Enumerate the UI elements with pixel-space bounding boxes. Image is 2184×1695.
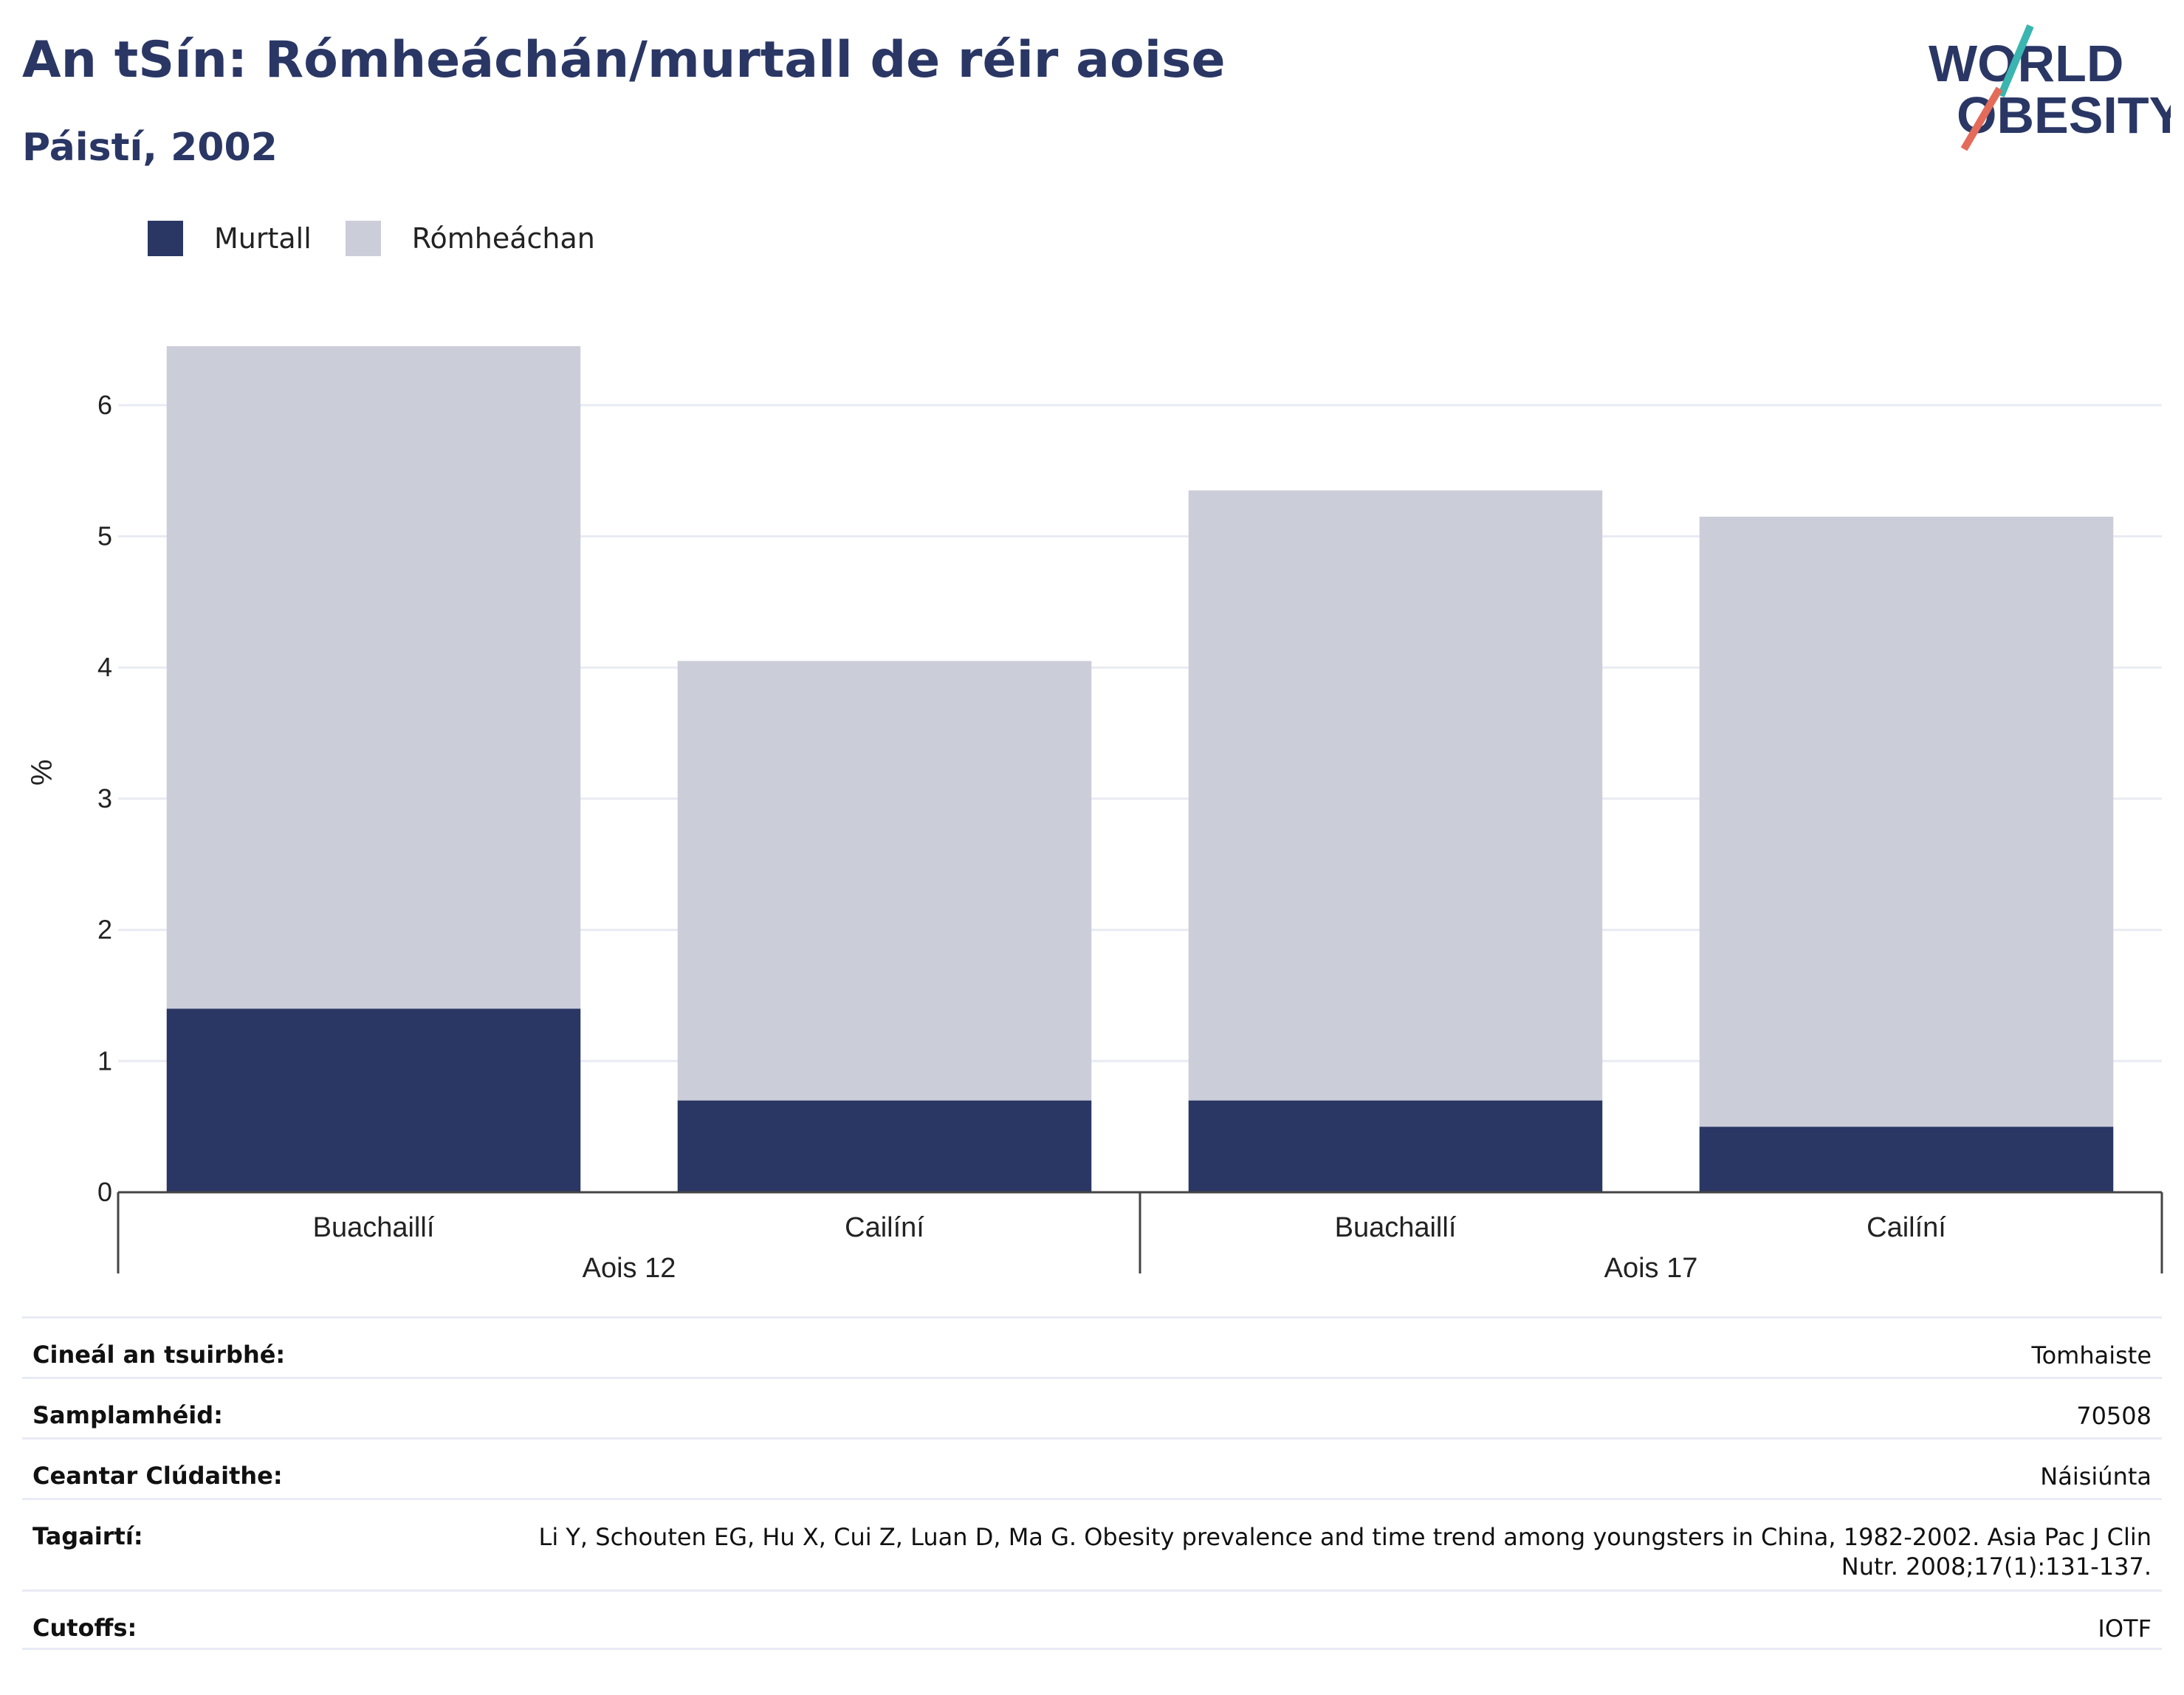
- legend-label-romheachan: Rómheáchan: [411, 222, 595, 255]
- y-tick-label: 6: [97, 390, 112, 420]
- info-label: Cineál an tsuirbhé:: [32, 1341, 286, 1369]
- info-label: Ceantar Clúdaithe:: [32, 1462, 283, 1490]
- reference-citation: Li Y, Schouten EG, Hu X, Cui Z, Luan D, …: [538, 1523, 2152, 1581]
- info-row-survey-type: Cineál an tsuirbhé: Tomhaiste: [22, 1316, 2162, 1377]
- legend-swatch-murtall: [148, 221, 183, 256]
- x-group-label: Aois 12: [583, 1253, 676, 1284]
- info-label: Cutoffs:: [32, 1614, 137, 1642]
- info-label: Tagairtí:: [32, 1522, 143, 1550]
- legend-label-murtall: Murtall: [214, 222, 312, 255]
- page-subtitle: Páistí, 2002: [22, 126, 278, 170]
- survey-info-table: Cineál an tsuirbhé: Tomhaiste Samplamhéi…: [22, 1316, 2162, 1650]
- murtall-bar: [1188, 1100, 1603, 1192]
- x-category-label: Cailíní: [845, 1212, 924, 1243]
- x-group-label: Aois 17: [1604, 1253, 1698, 1284]
- info-row-references: Tagairtí: Li Y, Schouten EG, Hu X, Cui Z…: [22, 1498, 2162, 1589]
- romheachan-bar: [677, 661, 1092, 1101]
- y-tick-label: 2: [97, 915, 112, 945]
- murtall-bar: [166, 1008, 581, 1192]
- legend-swatch-romheachan: [345, 221, 381, 256]
- info-value: IOTF: [2098, 1615, 2152, 1643]
- x-category-label: Buachaillí: [313, 1212, 435, 1243]
- romheachan-bar: [1699, 516, 2114, 1127]
- info-row-sample-size: Samplamhéid: 70508: [22, 1377, 2162, 1437]
- svg-text:OBESITY: OBESITY: [1957, 86, 2171, 144]
- info-row-cutoffs: Cutoffs: IOTF: [22, 1589, 2162, 1650]
- info-row-area-covered: Ceantar Clúdaithe: Náisiúnta: [22, 1437, 2162, 1498]
- romheachan-bar: [166, 345, 581, 1009]
- legend-item-murtall[interactable]: Murtall: [148, 221, 312, 256]
- x-category-label: Cailíní: [1867, 1212, 1946, 1243]
- y-axis-title: %: [26, 760, 58, 786]
- x-category-label: Buachaillí: [1335, 1212, 1457, 1243]
- y-tick-label: 1: [97, 1045, 112, 1076]
- murtall-bar: [677, 1100, 1092, 1192]
- page-title: An tSín: Rómheáchán/murtall de réir aois…: [22, 31, 1226, 89]
- murtall-bar: [1699, 1127, 2114, 1192]
- y-tick-label: 4: [97, 652, 112, 682]
- romheachan-bar: [1188, 490, 1603, 1101]
- info-label: Samplamhéid:: [32, 1401, 223, 1429]
- info-value: Náisiúnta: [2040, 1462, 2152, 1491]
- info-value: 70508: [2076, 1402, 2152, 1430]
- chart-legend: Murtall Rómheáchan: [148, 220, 629, 257]
- y-tick-label: 5: [97, 521, 112, 551]
- info-value: Tomhaiste: [2031, 1341, 2152, 1369]
- legend-item-romheachan[interactable]: Rómheáchan: [345, 221, 595, 256]
- stacked-bar-chart: 0 1 2 3 4 5 6% Buachaillí Cailíní Buachaillí Cailí…: [26, 345, 2163, 1284]
- world-obesity-logo: WORLD OBESITY: [1929, 24, 2171, 151]
- y-tick-label: 3: [97, 783, 112, 814]
- y-tick-label: 0: [97, 1177, 112, 1207]
